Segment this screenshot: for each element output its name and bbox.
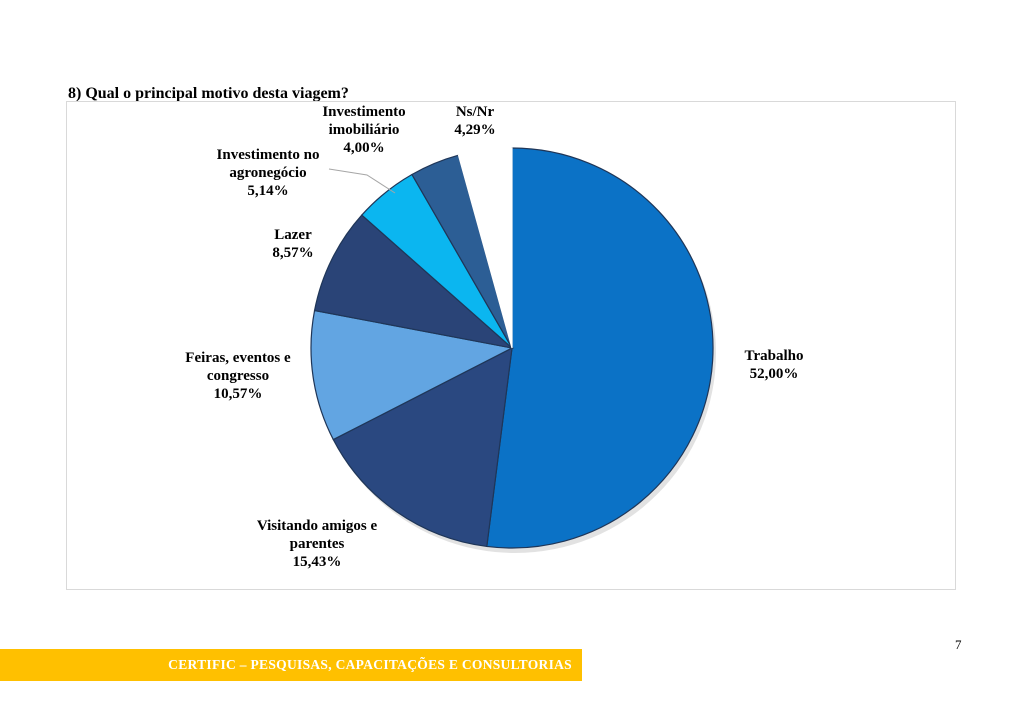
slice-label: Ns/Nr 4,29% xyxy=(454,104,495,138)
slice-label: Trabalho 52,00% xyxy=(745,348,804,382)
leader-line xyxy=(328,168,396,194)
page-number: 7 xyxy=(955,637,962,652)
pie-slice xyxy=(332,346,513,548)
pie-slice xyxy=(486,147,714,549)
question-title: 8) Qual o principal motivo desta viagem? xyxy=(68,85,349,102)
pie-slice xyxy=(457,147,513,349)
slice-label: Feiras, eventos e congresso 10,57% xyxy=(185,350,291,402)
slice-label: Visitando amigos e parentes 15,43% xyxy=(257,518,378,570)
pie-chart: Trabalho 52,00% Visitando amigos e parentes… xyxy=(185,104,804,570)
footer-band: CERTIFIC – PESQUISAS, CAPACITAÇÕES E CON… xyxy=(0,649,582,681)
slice-label: Investimento imobiliário 4,00% xyxy=(322,104,405,156)
pie-slice xyxy=(313,214,515,349)
pie-slice xyxy=(310,309,514,441)
chart-frame: Trabalho 52,00% Visitando amigos e parentes… xyxy=(66,101,956,590)
footer-text: CERTIFIC – PESQUISAS, CAPACITAÇÕES E CON… xyxy=(168,657,572,672)
slice-label: Lazer 8,57% xyxy=(272,227,313,261)
slice-label: Investimento no agronegócio 5,14% xyxy=(217,147,320,199)
